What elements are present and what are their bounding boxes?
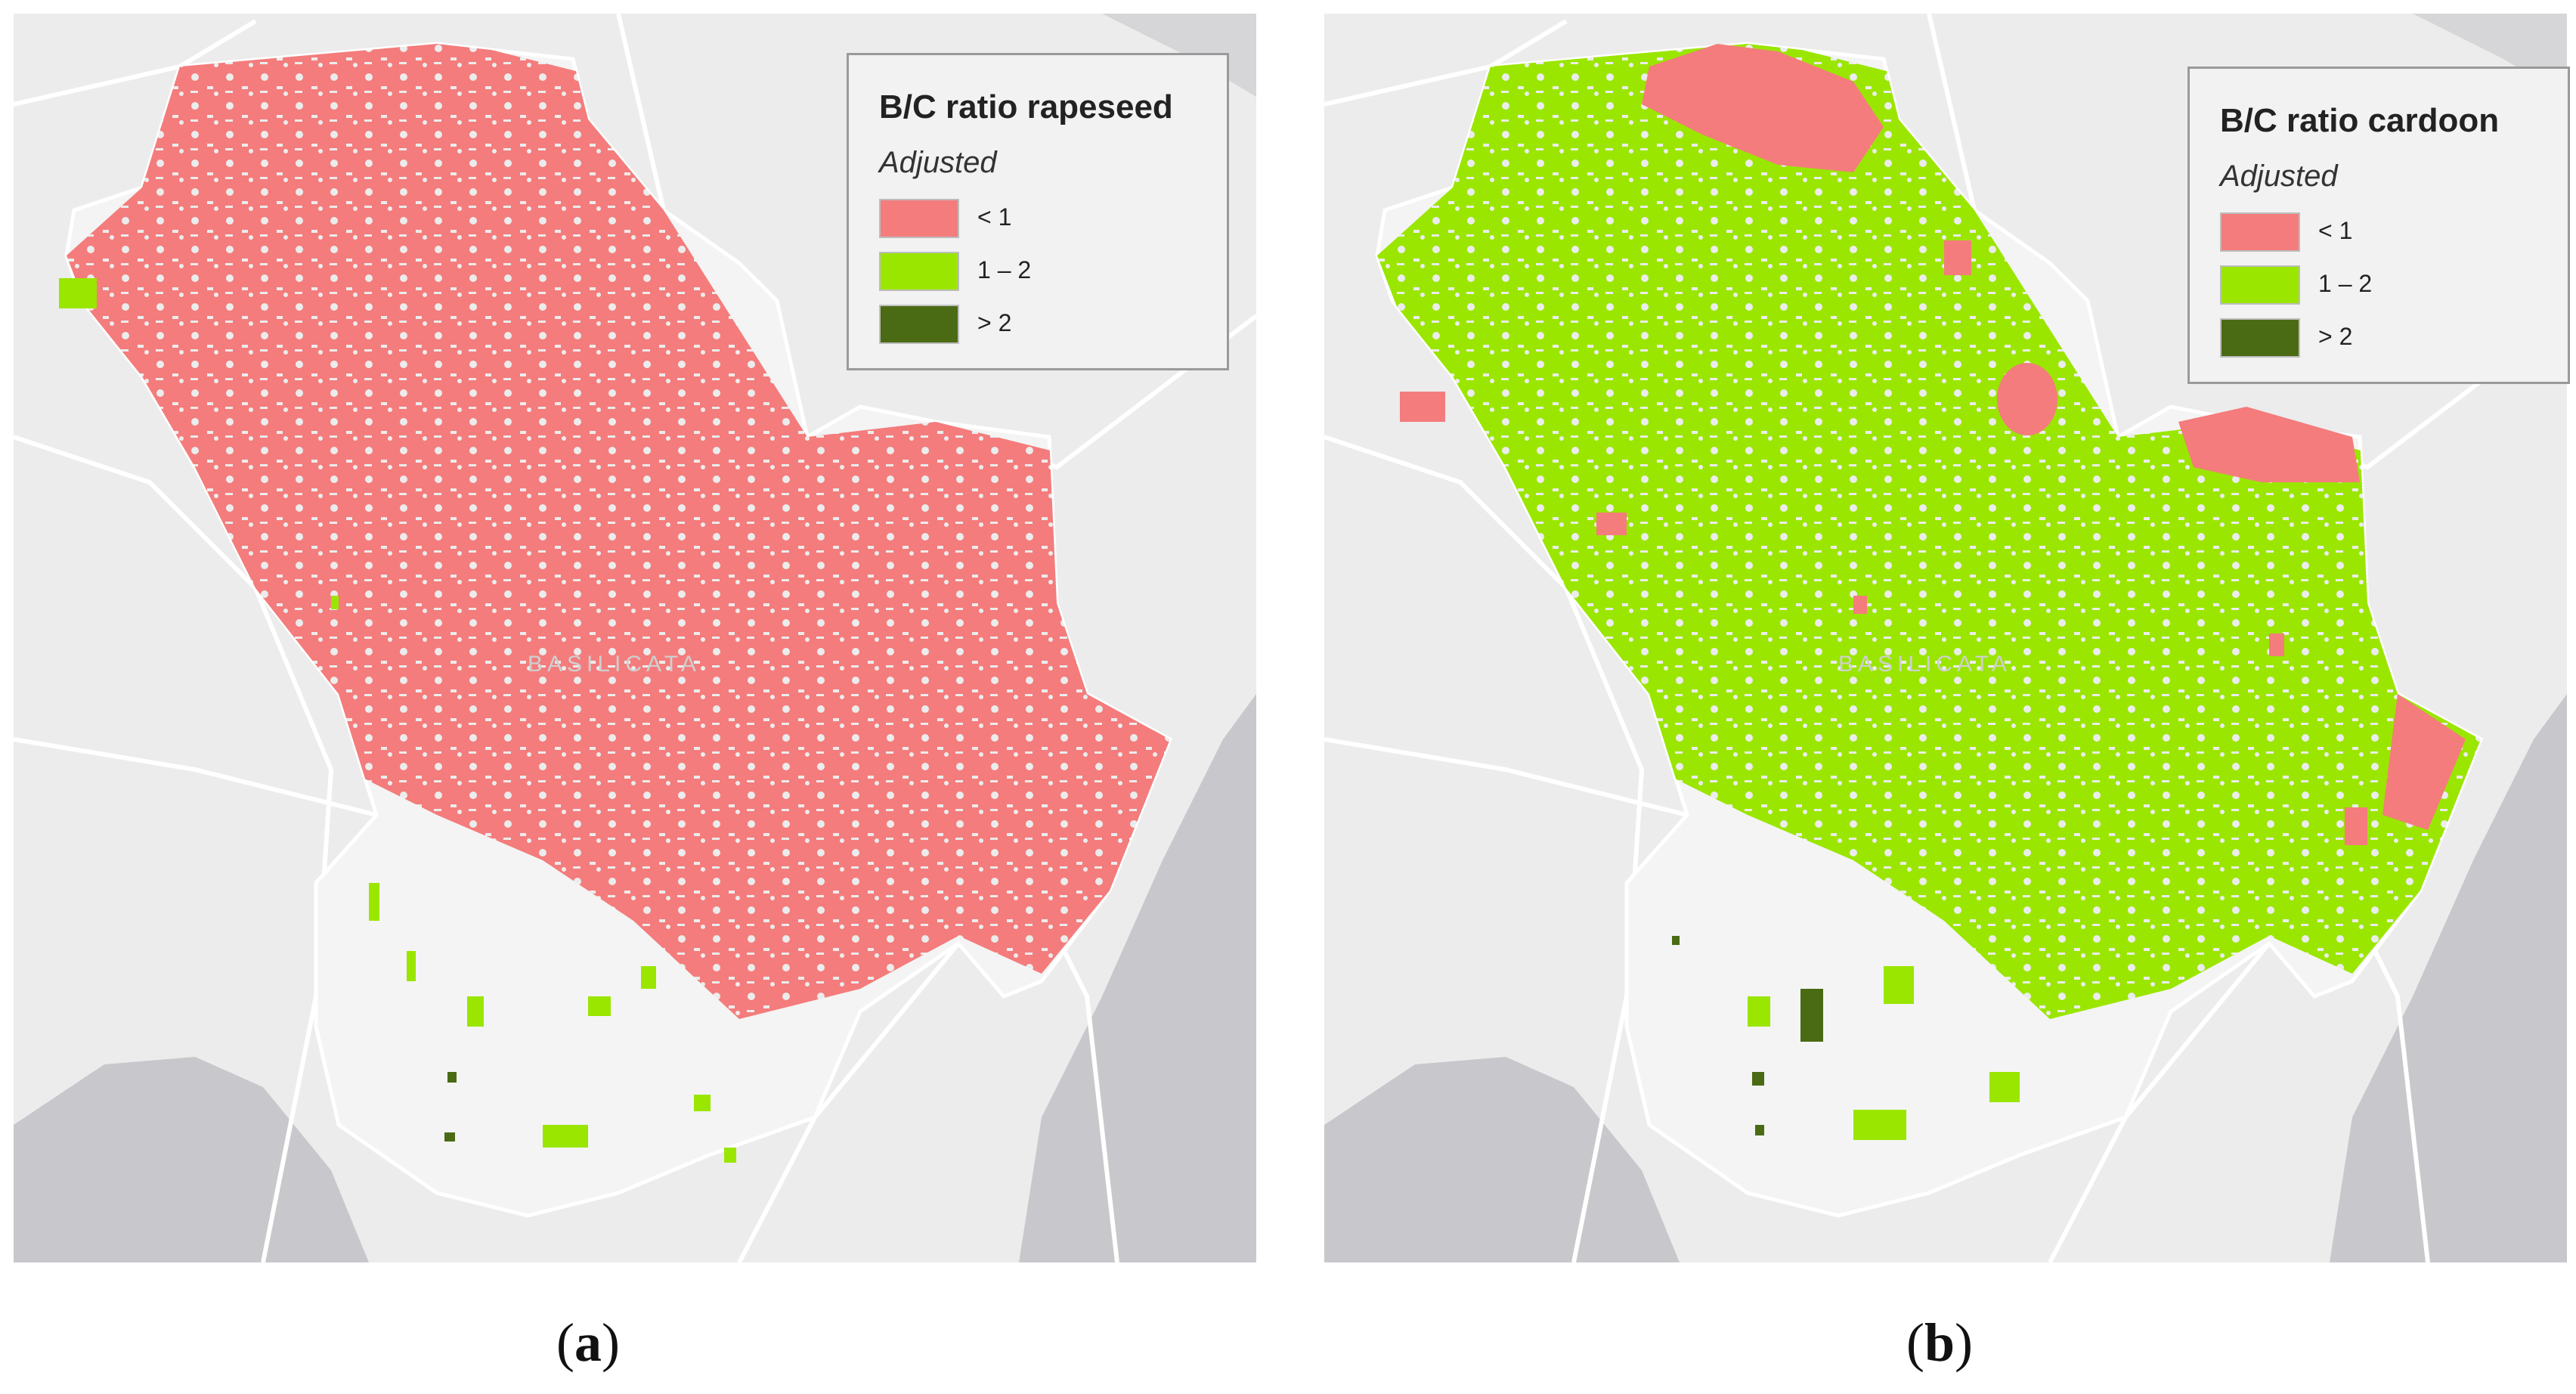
legend-label: 1 – 2 [2318,270,2373,297]
legend-swatch [879,305,959,344]
map-panel-a: BASILICATA B/C ratio rapeseed Adjusted <… [14,14,1256,1262]
legend-label: > 2 [977,309,1012,336]
class-areas-1-2 [59,278,736,1163]
caption-letter: a [574,1312,602,1373]
legend-label: < 1 [2318,217,2353,244]
class-areas-lt1 [67,44,1170,1019]
sea-adriatic [1102,14,1256,97]
legend-title: B/C ratio rapeseed [879,88,1173,125]
map-panel-b: BASILICATA B/C ratio cardoon Adjusted < … [1324,14,2570,1262]
caption-close: ) [601,1312,620,1373]
class-areas-gt2 [444,1072,457,1142]
legend-swatch [2220,318,2300,358]
caption-open: ( [556,1312,574,1373]
legend-b: B/C ratio cardoon Adjusted < 1 1 – 2 > 2 [2187,67,2570,384]
legend-subtitle: Adjusted [2220,160,2338,193]
legend-label: > 2 [2318,323,2353,350]
sea-ionian [2330,694,2567,1262]
caption-close: ) [1955,1312,1974,1373]
region-label: BASILICATA [1838,652,2011,677]
legend-swatch [879,252,959,291]
legend-swatch [879,199,959,238]
legend-swatch [2220,212,2300,252]
class-areas-lt1 [1400,44,2466,845]
sea-tyrrhenian [14,1057,369,1262]
sea-tyrrhenian [1324,1057,1680,1262]
region-label: BASILICATA [528,652,701,677]
sea-adriatic [2413,14,2567,97]
caption-letter: b [1924,1312,1955,1373]
caption-open: ( [1906,1312,1924,1373]
caption-a: (a) [556,1312,620,1374]
legend-swatch [2220,265,2300,305]
caption-b: (b) [1906,1312,1973,1374]
class-areas-1-2 [1377,44,2481,1140]
legend-title: B/C ratio cardoon [2220,102,2500,139]
legend-label: 1 – 2 [977,256,1032,283]
legend-label: < 1 [977,203,1012,231]
legend-a: B/C ratio rapeseed Adjusted < 1 1 – 2 > … [847,53,1229,370]
sea-ionian [1019,694,1256,1262]
legend-subtitle: Adjusted [879,146,997,179]
class-areas-gt2 [1672,936,1823,1135]
